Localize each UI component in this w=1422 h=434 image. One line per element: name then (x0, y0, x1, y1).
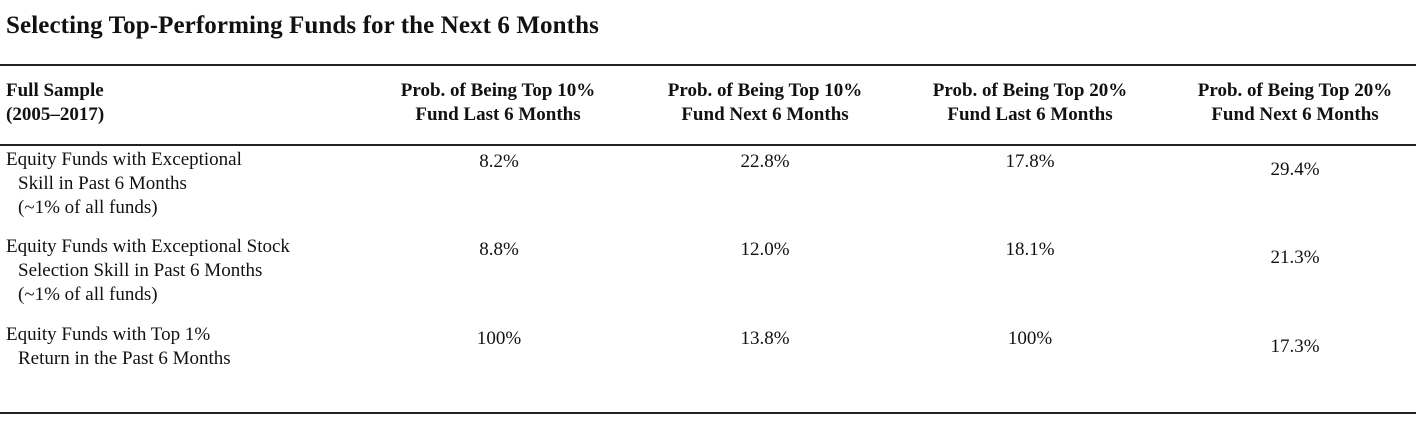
table-cell: 18.1% (1005, 239, 1055, 260)
row-label-line: (~1% of all funds) (18, 284, 158, 305)
page-title: Selecting Top-Performing Funds for the N… (6, 12, 599, 39)
row-label-line: Skill in Past 6 Months (18, 173, 187, 194)
row-label-exceptional-skill: Equity Funds with Exceptional Skill in P… (6, 148, 242, 220)
table-cell: 8.8% (479, 239, 519, 260)
sample-header: Full Sample (2005–2017) (6, 79, 104, 127)
row-label-top-return: Equity Funds with Top 1% Return in the P… (6, 323, 231, 371)
column-header-line-2: Fund Next 6 Months (681, 104, 849, 125)
column-header-top10-next: Prob. of Being Top 10% Fund Next 6 Month… (634, 79, 896, 127)
row-label-line: Equity Funds with Exceptional Stock (6, 236, 290, 257)
column-header-line-1: Prob. of Being Top 10% (667, 80, 863, 101)
column-header-top20-last: Prob. of Being Top 20% Fund Last 6 Month… (899, 79, 1161, 127)
column-header-line-2: Fund Next 6 Months (1211, 104, 1379, 125)
table-cell: 22.8% (740, 151, 790, 172)
table-cell: 17.8% (1005, 151, 1055, 172)
column-header-line-2: Fund Last 6 Months (947, 104, 1113, 125)
column-header-line-1: Prob. of Being Top 20% (1197, 80, 1393, 101)
header-rule (0, 144, 1416, 146)
column-header-line-1: Prob. of Being Top 20% (932, 80, 1128, 101)
column-header-top20-next: Prob. of Being Top 20% Fund Next 6 Month… (1164, 79, 1422, 127)
table-cell: 8.2% (479, 151, 519, 172)
table-cell: 29.4% (1270, 159, 1320, 180)
bottom-rule (0, 412, 1416, 414)
table-cell: 100% (476, 328, 522, 349)
row-label-line: Equity Funds with Exceptional (6, 149, 242, 170)
row-label-line: Equity Funds with Top 1% (6, 324, 211, 345)
column-header-top10-last: Prob. of Being Top 10% Fund Last 6 Month… (367, 79, 629, 127)
table-cell: 17.3% (1270, 336, 1320, 357)
top-rule (0, 64, 1416, 66)
column-header-line-2: Fund Last 6 Months (415, 104, 581, 125)
table-cell: 12.0% (740, 239, 790, 260)
sample-header-line-1: Full Sample (6, 80, 104, 101)
row-label-stock-selection-skill: Equity Funds with Exceptional Stock Sele… (6, 235, 290, 307)
column-header-line-1: Prob. of Being Top 10% (400, 80, 596, 101)
table-cell: 21.3% (1270, 247, 1320, 268)
row-label-line: Selection Skill in Past 6 Months (18, 260, 263, 281)
table-cell: 100% (1007, 328, 1053, 349)
row-label-line: (~1% of all funds) (18, 197, 158, 218)
row-label-line: Return in the Past 6 Months (18, 348, 231, 369)
table-cell: 13.8% (740, 328, 790, 349)
sample-header-line-2: (2005–2017) (6, 104, 105, 125)
